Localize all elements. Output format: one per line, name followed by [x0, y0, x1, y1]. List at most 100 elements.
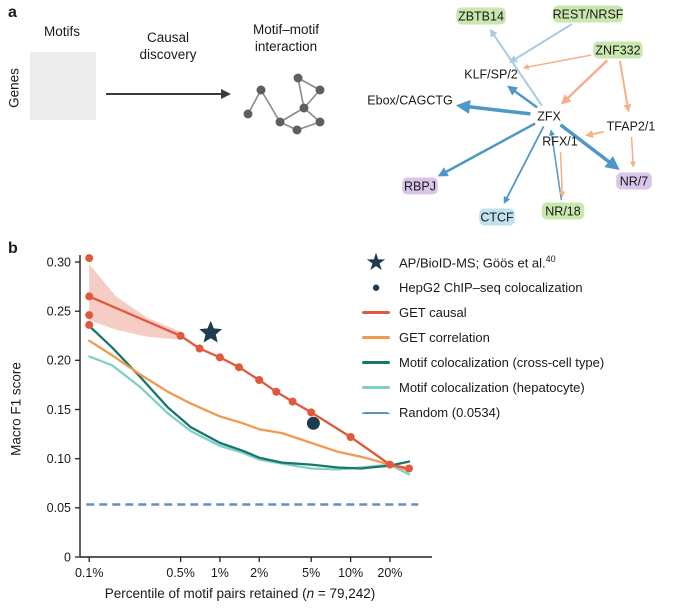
edge-rest-nrsf-klf-sp-2	[508, 23, 573, 63]
x-tick-label: 0.1%	[75, 566, 104, 580]
edge-zfx-klf-sp-2	[507, 85, 538, 109]
node-label-rfx-1: RFX/1	[542, 134, 577, 148]
y-tick-label: 0	[64, 550, 71, 564]
node-label-rest-nrsf: REST/NRSF	[553, 7, 624, 21]
series-point-get-causal	[307, 408, 316, 417]
panel-b-label: b	[8, 240, 18, 257]
legend-line-swatch	[360, 360, 392, 365]
node-highlight-nr-7	[616, 172, 652, 190]
edge-tfap2-1-nr-7	[629, 136, 636, 168]
series-point-get-causal	[405, 464, 413, 473]
edge-zfx-zbtb14	[489, 28, 543, 107]
legend-label: Motif colocalization (cross-cell type)	[399, 355, 605, 370]
legend-item-random-0-0534-: Random (0.0534)	[360, 400, 604, 425]
legend-line-swatch	[360, 335, 392, 340]
gene-motif-matrix	[30, 52, 96, 120]
y-tick-label: 0.15	[47, 403, 71, 417]
y-tick-label: 0.20	[47, 354, 71, 368]
legend-label: Motif colocalization (hepatocyte)	[399, 380, 585, 395]
legend-label: AP/BioID-MS; Göös et al.40	[399, 254, 556, 271]
mini-network-nodes	[243, 73, 325, 135]
series-point-get-causal	[85, 292, 94, 301]
legend-dot-swatch: ●	[371, 279, 381, 296]
right-arrow-icon	[106, 89, 231, 99]
legend-line-swatch	[362, 335, 390, 340]
panel-a-label: a	[8, 4, 17, 21]
node-label-nr-18: NR/18	[545, 204, 580, 218]
edge-nr-18-zfx	[548, 129, 563, 201]
node-label-zfx: ZFX	[537, 109, 561, 123]
motif-network-diagram: ZBTB14 REST/NRSF ZNF332 KLF/SP/2 Ebox/CAGCTG…	[367, 5, 655, 226]
legend-item-motif-colocalization-hepatocyte-: Motif colocalization (hepatocyte)	[360, 375, 604, 400]
edge-zfx-ebox-cagctg	[455, 99, 531, 116]
x-axis-label-post: = 79,242)	[314, 586, 376, 601]
x-axis-label-n: n	[306, 586, 315, 601]
node-label-nr-7: NR/7	[620, 174, 649, 188]
edge-zfx-rbpj	[437, 122, 536, 177]
edge-zfx-ctcf	[503, 126, 545, 205]
series-point-get-causal	[235, 363, 243, 372]
x-tick-label: 20%	[377, 566, 402, 580]
legend-line-swatch	[362, 385, 390, 390]
series-point-extra	[85, 320, 94, 329]
x-axis-label: Percentile of motif pairs retained (n = …	[40, 586, 440, 601]
node-highlight-rbpj	[402, 177, 438, 195]
series-point-get-causal	[195, 344, 204, 353]
edge-znf332-zfx	[560, 59, 609, 105]
edge-znf332-klf-sp-2	[522, 54, 592, 70]
x-tick-label: 2%	[250, 566, 268, 580]
node-label-zbtb14: ZBTB14	[458, 9, 504, 23]
node-highlight-nr-18	[541, 202, 585, 220]
series-point-extra	[85, 254, 94, 263]
legend-dashed-swatch	[360, 411, 392, 414]
y-axis-label: Macro F1 score	[8, 362, 24, 456]
node-label-znf332: ZNF332	[595, 43, 640, 57]
node-label-rbpj: RBPJ	[404, 179, 436, 193]
chart-legend: ★ AP/BioID-MS; Göös et al.40 ● HepG2 ChIP–s…	[360, 250, 604, 425]
legend-line-swatch	[360, 385, 392, 390]
f1-score-chart: 0 0.05 0.10 0.15 0.20 0.25 0.30 0.1% 0.5% 1% 2% 5% 1…	[47, 254, 432, 580]
legend-line-swatch	[362, 360, 390, 365]
matrix-row-label: Genes	[6, 68, 22, 108]
x-axis-label-pre: Percentile of motif pairs retained (	[104, 586, 307, 601]
legend-item-get-correlation: GET correlation	[360, 325, 604, 350]
star-marker	[199, 320, 223, 343]
y-tick-label: 0.10	[47, 452, 71, 466]
edge-zfx-nr-7	[559, 123, 620, 171]
series-point-get-causal	[288, 397, 297, 406]
x-tick-label: 5%	[302, 566, 320, 580]
node-highlight-znf332	[593, 41, 643, 59]
legend-label: HepG2 ChIP–seq colocalization	[399, 280, 583, 295]
causal-discovery-label: Causal discovery	[139, 30, 197, 62]
edge-znf332-tfap2-1	[618, 60, 632, 113]
edge-tfap2-1-rfx-1	[585, 130, 604, 138]
legend-label: Random (0.0534)	[399, 405, 501, 420]
legend-item-hepg2-chip-seq-colocalization: ● HepG2 ChIP–seq colocalization	[360, 275, 604, 300]
x-tick-label: 1%	[211, 566, 229, 580]
node-highlight-ctcf	[479, 208, 515, 226]
series-line-get-correlation	[88, 339, 411, 472]
edge-rfx-1-nr-18	[559, 151, 566, 198]
legend-line-swatch	[362, 411, 390, 414]
node-label-ebox-cagctg: Ebox/CAGCTG	[367, 93, 452, 107]
motif-interaction-label: Motif–motif interaction	[252, 22, 320, 54]
series-point-get-causal	[272, 387, 281, 396]
node-label-klf-sp-2: KLF/SP/2	[464, 67, 518, 81]
node-highlight-rest-nrsf	[552, 5, 623, 23]
legend-item-motif-colocalization-cross-cell-type-: Motif colocalization (cross-cell type)	[360, 350, 604, 375]
mini-network-graphic	[243, 73, 325, 135]
legend-line-swatch	[362, 310, 390, 315]
legend-item-get-causal: GET causal	[360, 300, 604, 325]
series-point-extra	[85, 311, 94, 320]
legend-line-swatch	[360, 310, 392, 315]
legend-item-ap-bioid-ms-g-s-et-al-: ★ AP/BioID-MS; Göös et al.40	[360, 250, 604, 275]
series-point-get-causal	[255, 376, 264, 384]
node-highlight-zbtb14	[456, 7, 506, 25]
legend-label: GET causal	[399, 305, 467, 320]
legend-star-swatch: ★	[365, 248, 387, 276]
y-tick-label: 0.25	[47, 305, 71, 319]
node-label-ctcf: CTCF	[480, 210, 514, 224]
series-point-get-causal	[346, 433, 355, 441]
confidence-band	[89, 264, 181, 340]
series-point-get-causal	[176, 331, 185, 340]
